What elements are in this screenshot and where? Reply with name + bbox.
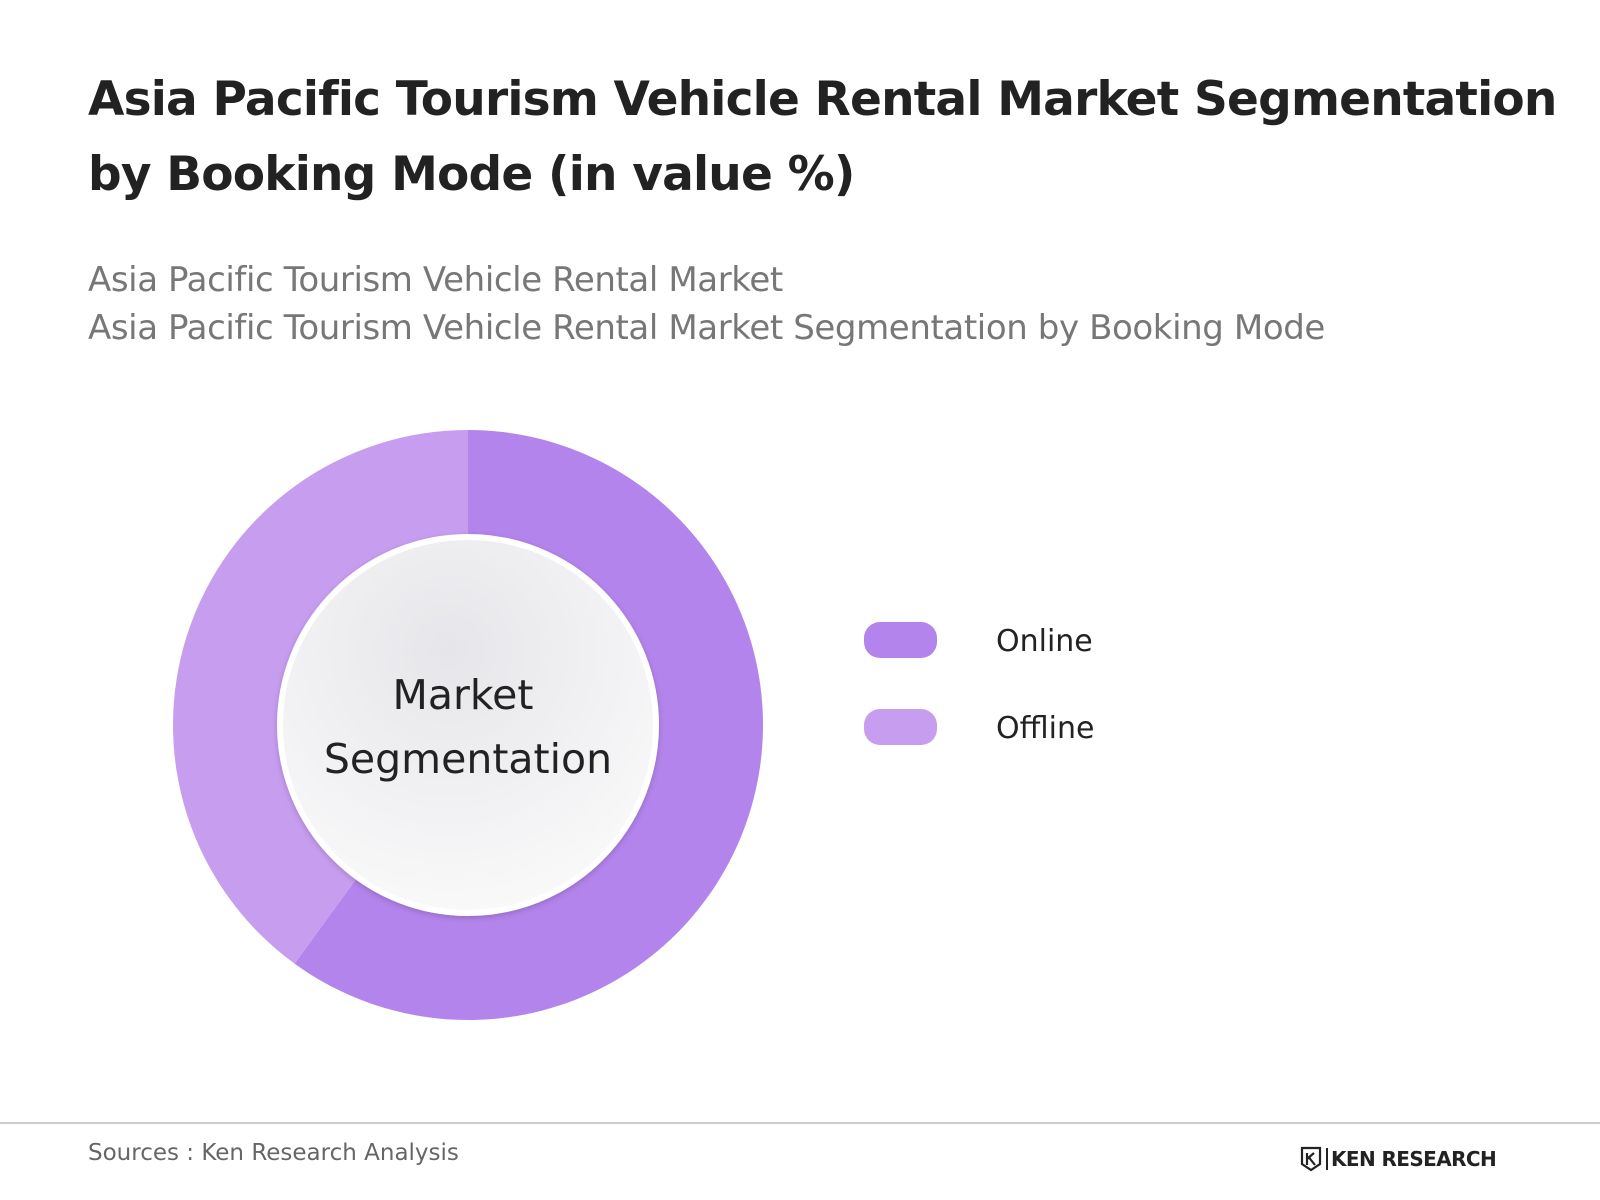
center-label-line1: Market [393,671,534,719]
legend-label-online: Online [996,624,1093,659]
donut-slices [172,430,763,1020]
ken-research-logo-icon [1300,1146,1322,1172]
chart-title: Asia Pacific Tourism Vehicle Rental Mark… [88,72,1557,202]
ken-research-logo: KEN RESEARCH [1300,1144,1497,1174]
legend-swatch-offline [864,709,937,745]
logo-separator [1326,1148,1328,1170]
donut-slice-offline [172,430,469,964]
logo-text: KEN RESEARCH [1331,1147,1497,1171]
chart-subtitle-market: Asia Pacific Tourism Vehicle Rental Mark… [88,260,783,300]
source-note: Sources : Ken Research Analysis [88,1140,459,1166]
footer-divider [0,1122,1600,1124]
donut-slice-online [294,430,763,1020]
legend-label-offline: Offline [996,711,1094,746]
legend-swatch-online [864,622,937,658]
center-label-line2: Segmentation [324,735,612,783]
chart-subtitle-segmentation: Asia Pacific Tourism Vehicle Rental Mark… [88,308,1325,348]
chart-legend: Online Offline [864,622,1094,746]
donut-center-disc [277,534,659,916]
